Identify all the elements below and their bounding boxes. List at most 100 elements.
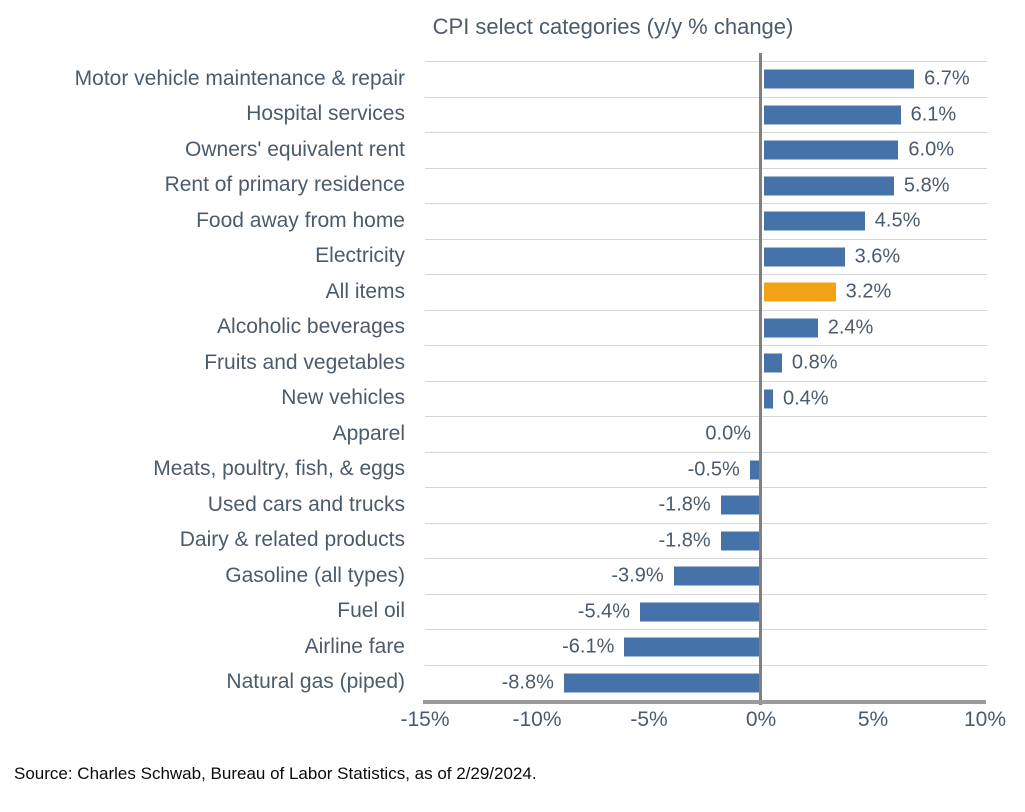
category-label: Hospital services bbox=[246, 102, 405, 126]
value-label: 3.6% bbox=[854, 245, 901, 268]
chart-title: CPI select categories (y/y % change) bbox=[432, 14, 794, 39]
category-label: Rent of primary residence bbox=[164, 173, 405, 197]
bar-track: 2.4% bbox=[425, 309, 987, 346]
bar bbox=[764, 318, 818, 338]
bar bbox=[764, 247, 845, 267]
bar-track: -1.8% bbox=[425, 487, 987, 523]
bar-row: Apparel 0.0% bbox=[0, 416, 1025, 452]
bar bbox=[720, 495, 761, 515]
bar-row: Fruits and vegetables 0.8% bbox=[0, 345, 1025, 381]
category-label: Motor vehicle maintenance & repair bbox=[74, 66, 405, 90]
value-label: 0.8% bbox=[791, 351, 838, 374]
bar-row: Owners' equivalent rent 6.0% bbox=[0, 132, 1025, 168]
category-label: Dairy & related products bbox=[179, 528, 405, 552]
bar-row: Natural gas (piped) -8.8% bbox=[0, 664, 1025, 701]
bar-track: -8.8% bbox=[425, 664, 987, 701]
bar-track: 3.2% bbox=[425, 274, 987, 310]
value-label: -0.5% bbox=[687, 458, 740, 481]
bar-track: -1.8% bbox=[425, 522, 987, 559]
bar-row: All items 3.2% bbox=[0, 274, 1025, 310]
bar-track: 6.1% bbox=[425, 96, 987, 133]
bar bbox=[764, 353, 782, 373]
bar-row: Gasoline (all types) -3.9% bbox=[0, 558, 1025, 594]
category-label: Natural gas (piped) bbox=[226, 670, 405, 694]
value-label: 0.4% bbox=[782, 387, 829, 410]
bar-track: 0.4% bbox=[425, 380, 987, 417]
bar-row: Rent of primary residence 5.8% bbox=[0, 167, 1025, 204]
bar bbox=[764, 105, 901, 125]
bar bbox=[720, 531, 761, 551]
bar-row: Airline fare -6.1% bbox=[0, 629, 1025, 665]
bar-row: Alcoholic beverages 2.4% bbox=[0, 309, 1025, 346]
bar bbox=[764, 282, 836, 302]
bar bbox=[764, 389, 773, 409]
bar bbox=[764, 211, 865, 231]
category-label: Apparel bbox=[332, 421, 405, 445]
value-label: 4.5% bbox=[874, 209, 921, 232]
category-label: Electricity bbox=[315, 244, 405, 268]
value-label: -8.8% bbox=[501, 671, 554, 694]
x-tick-label: 5% bbox=[857, 708, 889, 731]
value-label: 5.8% bbox=[903, 174, 950, 197]
bar-track: 6.0% bbox=[425, 132, 987, 168]
bar bbox=[673, 566, 761, 586]
bar-row: Food away from home 4.5% bbox=[0, 203, 1025, 239]
value-label: 6.0% bbox=[908, 138, 954, 161]
value-label: 6.1% bbox=[910, 103, 957, 126]
bar-track: 5.8% bbox=[425, 167, 987, 204]
category-label: Meats, poultry, fish, & eggs bbox=[153, 457, 405, 481]
bar-track: 4.5% bbox=[425, 203, 987, 239]
bar-track: -0.5% bbox=[425, 451, 987, 488]
bar-row: Motor vehicle maintenance & repair 6.7% bbox=[0, 61, 1025, 97]
category-label: Airline fare bbox=[304, 634, 405, 658]
category-label: All items bbox=[325, 279, 405, 303]
category-label: Fruits and vegetables bbox=[204, 350, 405, 374]
bar bbox=[563, 673, 761, 693]
value-label: 3.2% bbox=[845, 280, 892, 303]
bar bbox=[764, 69, 915, 89]
x-axis-line bbox=[423, 700, 986, 704]
bar-track: 6.7% bbox=[425, 61, 987, 97]
bar-track: 0.8% bbox=[425, 345, 987, 381]
source-note: Source: Charles Schwab, Bureau of Labor … bbox=[14, 764, 537, 783]
category-label: Used cars and trucks bbox=[207, 492, 405, 516]
bar-row: Electricity 3.6% bbox=[0, 238, 1025, 275]
x-tick-label: -15% bbox=[400, 708, 450, 731]
value-label: -1.8% bbox=[658, 529, 711, 552]
value-label: 0.0% bbox=[705, 422, 751, 445]
value-label: 6.7% bbox=[924, 67, 970, 90]
bar-track: -6.1% bbox=[425, 629, 987, 665]
zero-axis-line bbox=[759, 53, 762, 705]
x-tick-label: 0% bbox=[745, 708, 777, 731]
bar-row: Dairy & related products -1.8% bbox=[0, 522, 1025, 559]
bar bbox=[624, 637, 761, 657]
bar-track: -5.4% bbox=[425, 593, 987, 630]
bar bbox=[640, 602, 761, 622]
category-label: New vehicles bbox=[281, 386, 405, 410]
value-label: -1.8% bbox=[658, 493, 711, 516]
bar-row: Used cars and trucks -1.8% bbox=[0, 487, 1025, 523]
x-axis-ticks: -15% -10% -5% 0% 5% 10% bbox=[400, 708, 1006, 738]
bar-track: 3.6% bbox=[425, 238, 987, 275]
plot-area: Motor vehicle maintenance & repair 6.7% Ho… bbox=[0, 61, 1025, 700]
category-label: Food away from home bbox=[196, 208, 405, 232]
category-label: Owners' equivalent rent bbox=[185, 137, 405, 161]
value-label: -6.1% bbox=[562, 635, 615, 658]
bar-row: New vehicles 0.4% bbox=[0, 380, 1025, 417]
value-label: -5.4% bbox=[577, 600, 631, 623]
plot-rows: Motor vehicle maintenance & repair 6.7% Ho… bbox=[0, 61, 1025, 700]
bar bbox=[749, 460, 761, 480]
category-label: Fuel oil bbox=[337, 599, 405, 623]
bar bbox=[764, 176, 894, 196]
bar-row: Meats, poultry, fish, & eggs -0.5% bbox=[0, 451, 1025, 488]
bar-row: Hospital services 6.1% bbox=[0, 96, 1025, 133]
category-label: Alcoholic beverages bbox=[217, 315, 405, 339]
bar-row: Fuel oil -5.4% bbox=[0, 593, 1025, 630]
value-label: -3.9% bbox=[611, 564, 664, 587]
value-label: 2.4% bbox=[827, 316, 874, 339]
x-tick-label: 10% bbox=[963, 708, 1007, 731]
x-tick-label: -10% bbox=[512, 708, 562, 731]
x-tick-label: -5% bbox=[630, 708, 668, 731]
bar-track: -3.9% bbox=[425, 558, 987, 594]
category-label: Gasoline (all types) bbox=[225, 563, 405, 587]
